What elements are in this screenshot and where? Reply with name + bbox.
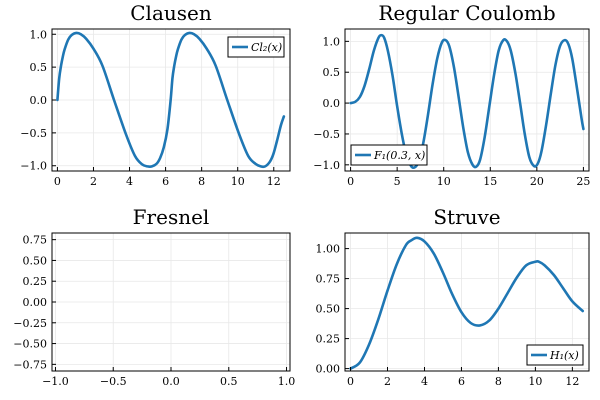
coulomb-xtick-label: 0 (347, 175, 354, 188)
fresnel-grid (52, 233, 290, 371)
clausen-xtick-label: 6 (162, 175, 169, 188)
fresnel-ytick-label: −0.25 (13, 317, 47, 330)
coulomb-xtick-label: 20 (530, 175, 544, 188)
coulomb-ytick-label: 0.0 (323, 97, 341, 110)
coulomb-panel: Regular Coulomb 0 5 10 15 20 25 −1.0 −0.5 0.0 0.5 1… (313, 1, 590, 188)
struve-ytick-label: 0.00 (316, 363, 341, 376)
clausen-series-line (56, 31, 286, 169)
clausen-xtick-label: 12 (267, 175, 281, 188)
struve-xtick-label: 4 (421, 375, 428, 388)
struve-ytick-label: 0.25 (316, 333, 341, 346)
clausen-legend-box (227, 36, 285, 58)
coulomb-ytick-label: 0.5 (323, 66, 341, 79)
fresnel-ytick-label: 0.00 (23, 296, 48, 309)
clausen-ytick-label: −1.0 (20, 160, 47, 173)
fresnel-ytick-label: −0.50 (13, 338, 47, 351)
struve-panel: Struve 0 2 4 6 8 10 12 0.00 0.25 0.50 0.75 1.00 H₁(x) (316, 205, 590, 388)
fresnel-panel: Fresnel −1.0 −0.5 0.0 0.5 1.0 −0.75 −0.50 −0.25 0… (13, 205, 295, 388)
fresnel-xtick-label: 0.0 (162, 375, 180, 388)
fresnel-ytick-label: 0.50 (23, 254, 48, 267)
struve-ytick-label: 0.75 (316, 273, 341, 286)
struve-ytick-label: 1.00 (316, 243, 341, 256)
struve-legend: H₁(x) (526, 344, 584, 366)
struve-axes-frame (344, 232, 590, 372)
coulomb-legend-label: F₁(0.3, x) (373, 149, 425, 162)
fresnel-ytick-label: 0.25 (23, 275, 48, 288)
coulomb-xtick-label: 25 (576, 175, 590, 188)
coulomb-axes-frame (344, 28, 590, 172)
struve-ytick-label: 0.50 (316, 303, 341, 316)
struve-series-line (349, 236, 585, 370)
coulomb-ytick-label: −1.0 (313, 159, 340, 172)
coulomb-legend: F₁(0.3, x) (350, 144, 428, 166)
clausen-xtick-label: 0 (54, 175, 61, 188)
struve-xtick-label: 12 (565, 375, 579, 388)
coulomb-xtick-label: 15 (483, 175, 497, 188)
clausen-ytick-label: −0.5 (20, 127, 47, 140)
clausen-ytick-label: 1.0 (30, 28, 48, 41)
struve-title: Struve (433, 205, 500, 229)
clausen-xtick-label: 10 (231, 175, 245, 188)
clausen-title: Clausen (130, 1, 212, 25)
struve-xtick-label: 0 (347, 375, 354, 388)
coulomb-xtick-label: 5 (394, 175, 401, 188)
struve-xtick-label: 8 (495, 375, 502, 388)
fresnel-xtick-label: 1.0 (278, 375, 296, 388)
struve-xtick-label: 2 (384, 375, 391, 388)
struve-legend-label: H₁(x) (549, 349, 579, 362)
clausen-legend-label: Cl₂(x) (251, 41, 282, 54)
clausen-xtick-label: 2 (90, 175, 97, 188)
clausen-ytick-label: 0.5 (30, 61, 48, 74)
coulomb-xtick-label: 10 (437, 175, 451, 188)
fresnel-xtick-label: 0.5 (220, 375, 238, 388)
clausen-legend: Cl₂(x) (227, 36, 285, 58)
struve-xtick-label: 10 (528, 375, 542, 388)
coulomb-series-line (349, 33, 585, 170)
fresnel-ytick-label: −0.75 (13, 358, 47, 371)
clausen-panel: Clausen 0 2 4 6 8 10 12 −1.0 −0.5 0.0 0.5 1.0 Cl₂(x) (20, 1, 291, 188)
fresnel-xtick-label: −0.5 (100, 375, 127, 388)
coulomb-ytick-label: −0.5 (313, 128, 340, 141)
struve-grid (345, 233, 589, 371)
coulomb-ytick-label: 1.0 (323, 35, 341, 48)
clausen-xtick-label: 8 (198, 175, 205, 188)
coulomb-title: Regular Coulomb (378, 1, 555, 25)
struve-xtick-label: 6 (458, 375, 465, 388)
coulomb-legend-box (350, 144, 428, 166)
clausen-ytick-label: 0.0 (30, 94, 48, 107)
fresnel-ytick-label: 0.75 (23, 234, 48, 247)
clausen-xtick-label: 4 (126, 175, 133, 188)
struve-legend-box (526, 344, 584, 366)
fresnel-xtick-label: −1.0 (42, 375, 69, 388)
fresnel-title: Fresnel (133, 205, 210, 229)
